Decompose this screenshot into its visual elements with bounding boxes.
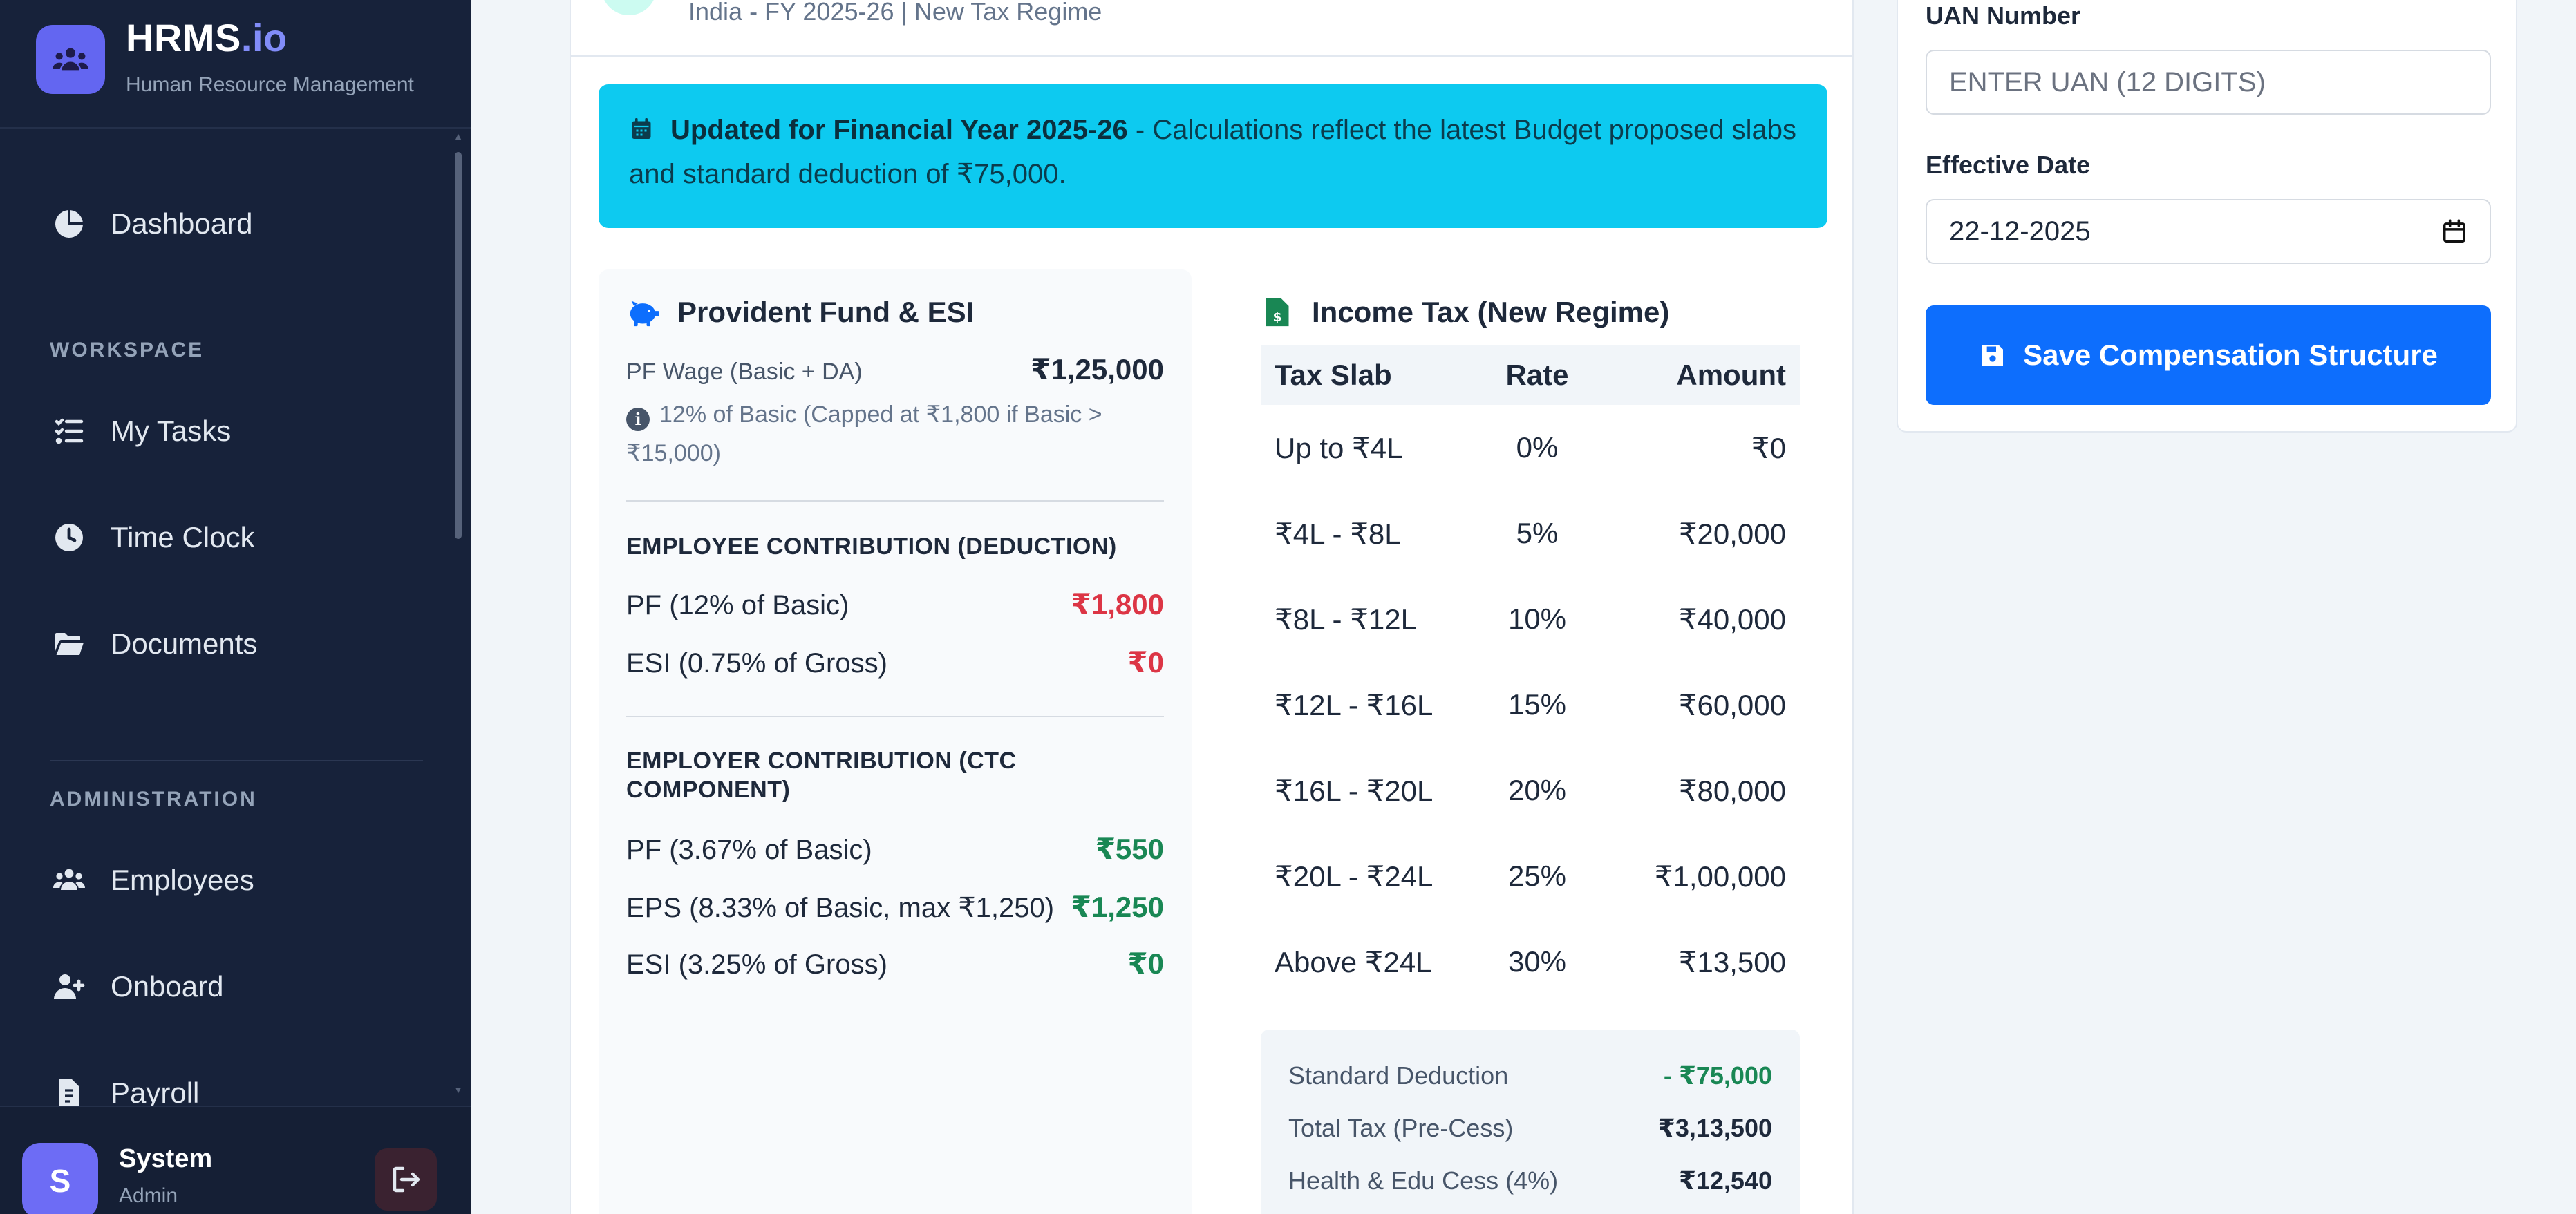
sidebar-item-label: Documents xyxy=(111,627,258,660)
pie-chart-icon xyxy=(55,210,83,238)
employer-contribution-heading: EMPLOYER CONTRIBUTION (CTC COMPONENT) xyxy=(626,748,1017,803)
header-divider xyxy=(571,55,1852,57)
standard-deduction-row: Standard Deduction - ₹75,000 xyxy=(1288,1061,1772,1090)
sidebar-item-label: Dashboard xyxy=(111,207,253,240)
scroll-down-icon[interactable]: ▼ xyxy=(453,1084,463,1095)
user-role: Admin xyxy=(119,1184,178,1207)
date-value: 22-12-2025 xyxy=(1949,216,2091,247)
sidebar-item-employees[interactable]: Employees xyxy=(33,846,434,915)
divider xyxy=(626,500,1164,502)
sidebar-item-payroll[interactable]: Payroll xyxy=(33,1059,434,1128)
alert-text: - Calculations reflect the latest Budget… xyxy=(629,115,1796,189)
section-label-workspace: WORKSPACE xyxy=(50,339,205,361)
sidebar: HRMS.io Human Resource Management Dashbo… xyxy=(0,0,471,1214)
effective-date-input[interactable]: 22-12-2025 xyxy=(1926,199,2491,264)
sidebar-scrollbar[interactable]: ▲ ▼ xyxy=(453,131,463,1106)
sidebar-item-label: Payroll xyxy=(111,1077,200,1109)
column-header: Amount xyxy=(1676,359,1786,391)
compensation-card: India - FY 2025-26 | New Tax Regime Upda… xyxy=(570,0,1854,1214)
sidebar-item-label: Employees xyxy=(111,864,254,896)
tax-summary: Standard Deduction - ₹75,000 Total Tax (P… xyxy=(1261,1030,1800,1214)
sidebar-item-time-clock[interactable]: Time Clock xyxy=(33,503,434,572)
employee-pf-row: PF (12% of Basic) ₹1,800 xyxy=(626,588,1164,620)
effective-date-label: Effective Date xyxy=(1926,151,2091,179)
sidebar-item-documents[interactable]: Documents xyxy=(33,609,434,679)
employer-esi-row: ESI (3.25% of Gross) ₹0 xyxy=(626,947,1164,980)
user-bar: S System Admin xyxy=(0,1106,471,1214)
total-tax-row: Total Tax (Pre-Cess) ₹3,13,500 xyxy=(1288,1114,1772,1142)
header-icon xyxy=(601,0,657,15)
brand-logo[interactable] xyxy=(36,25,105,94)
svg-text:$: $ xyxy=(1273,310,1282,325)
sidebar-item-label: My Tasks xyxy=(111,415,232,447)
section-label-administration: ADMINISTRATION xyxy=(50,788,257,810)
pf-cap-note: i 12% of Basic (Capped at ₹1,800 if Basic… xyxy=(626,401,1102,466)
column-header: Tax Slab xyxy=(1275,359,1392,391)
logout-button[interactable] xyxy=(375,1148,437,1211)
invoice-icon xyxy=(59,1079,79,1107)
clock-icon xyxy=(55,524,83,551)
employer-eps-row: EPS (8.33% of Basic, max ₹1,250) ₹1,250 xyxy=(626,891,1164,923)
alert-bold-text: Updated for Financial Year 2025-26 xyxy=(670,115,1128,145)
sidebar-item-label: Onboard xyxy=(111,970,224,1003)
brand-subtitle: Human Resource Management xyxy=(126,73,414,96)
users-group-icon xyxy=(53,48,88,71)
cess-row: Health & Edu Cess (4%) ₹12,540 xyxy=(1288,1166,1772,1195)
info-icon: i xyxy=(626,408,650,431)
divider xyxy=(626,716,1164,717)
pf-wage-label: PF Wage (Basic + DA) xyxy=(626,359,863,385)
table-row: ₹8L - ₹12L 10% ₹40,000 xyxy=(1275,603,1786,636)
save-icon xyxy=(1982,345,2004,366)
table-row: ₹16L - ₹20L 20% ₹80,000 xyxy=(1275,774,1786,807)
pf-wage-value: ₹1,25,000 xyxy=(1031,353,1164,386)
user-plus-icon xyxy=(54,974,85,999)
table-row: ₹4L - ₹8L 5% ₹20,000 xyxy=(1275,517,1786,550)
folder-open-icon xyxy=(55,633,84,655)
sidebar-item-dashboard[interactable]: Dashboard xyxy=(33,189,434,258)
pf-wage-row: PF Wage (Basic + DA) ₹1,25,000 xyxy=(626,352,1164,386)
employer-pf-row: PF (3.67% of Basic) ₹550 xyxy=(626,833,1164,865)
avatar[interactable]: S xyxy=(22,1143,98,1214)
table-row: ₹12L - ₹16L 15% ₹60,000 xyxy=(1275,688,1786,721)
card-subtitle: India - FY 2025-26 | New Tax Regime xyxy=(688,0,1102,26)
statutory-details-card: UAN Number Effective Date 22-12-2025 Sav… xyxy=(1897,0,2517,433)
logout-icon xyxy=(393,1166,420,1193)
table-header: Tax Slab Rate Amount xyxy=(1261,345,1800,405)
user-name: System xyxy=(119,1144,213,1173)
piggy-bank-icon xyxy=(630,301,659,327)
column-header: Rate xyxy=(1505,359,1569,391)
employee-esi-row: ESI (0.75% of Gross) ₹0 xyxy=(626,646,1164,679)
users-icon xyxy=(53,869,85,890)
invoice-dollar-icon: $ xyxy=(1266,298,1289,327)
brand: HRMS.io Human Resource Management xyxy=(0,0,471,129)
pf-esi-panel: Provident Fund & ESI PF Wage (Basic + DA… xyxy=(599,269,1192,1214)
employee-contribution-heading: EMPLOYEE CONTRIBUTION (DEDUCTION) xyxy=(626,533,1117,560)
sidebar-item-my-tasks[interactable]: My Tasks xyxy=(33,397,434,466)
save-button-label: Save Compensation Structure xyxy=(2023,339,2438,371)
brand-name: HRMS.io xyxy=(126,16,288,59)
sidebar-item-label: Time Clock xyxy=(111,521,255,553)
uan-input[interactable] xyxy=(1926,50,2491,115)
scroll-up-icon[interactable]: ▲ xyxy=(453,131,463,142)
scrollbar-thumb[interactable] xyxy=(455,152,462,539)
table-row: Up to ₹4L 0% ₹0 xyxy=(1275,431,1786,464)
table-row: Above ₹24L 30% ₹13,500 xyxy=(1275,945,1786,978)
nav-divider xyxy=(50,760,423,761)
tax-slab-table: Tax Slab Rate Amount Up to ₹4L 0% ₹0 ₹4L -… xyxy=(1261,345,1800,1005)
save-compensation-button[interactable]: Save Compensation Structure xyxy=(1926,305,2491,405)
calendar-icon xyxy=(632,118,651,139)
uan-label: UAN Number xyxy=(1926,1,2081,30)
table-row: ₹20L - ₹24L 25% ₹1,00,000 xyxy=(1275,860,1786,893)
fy-update-alert: Updated for Financial Year 2025-26 - Cal… xyxy=(599,84,1827,228)
pf-panel-title: Provident Fund & ESI xyxy=(626,296,974,329)
calendar-icon[interactable] xyxy=(2441,218,2467,245)
tax-panel-title: $ Income Tax (New Regime) xyxy=(1261,296,1669,329)
sidebar-item-onboard[interactable]: Onboard xyxy=(33,952,434,1021)
task-list-icon xyxy=(55,418,84,444)
